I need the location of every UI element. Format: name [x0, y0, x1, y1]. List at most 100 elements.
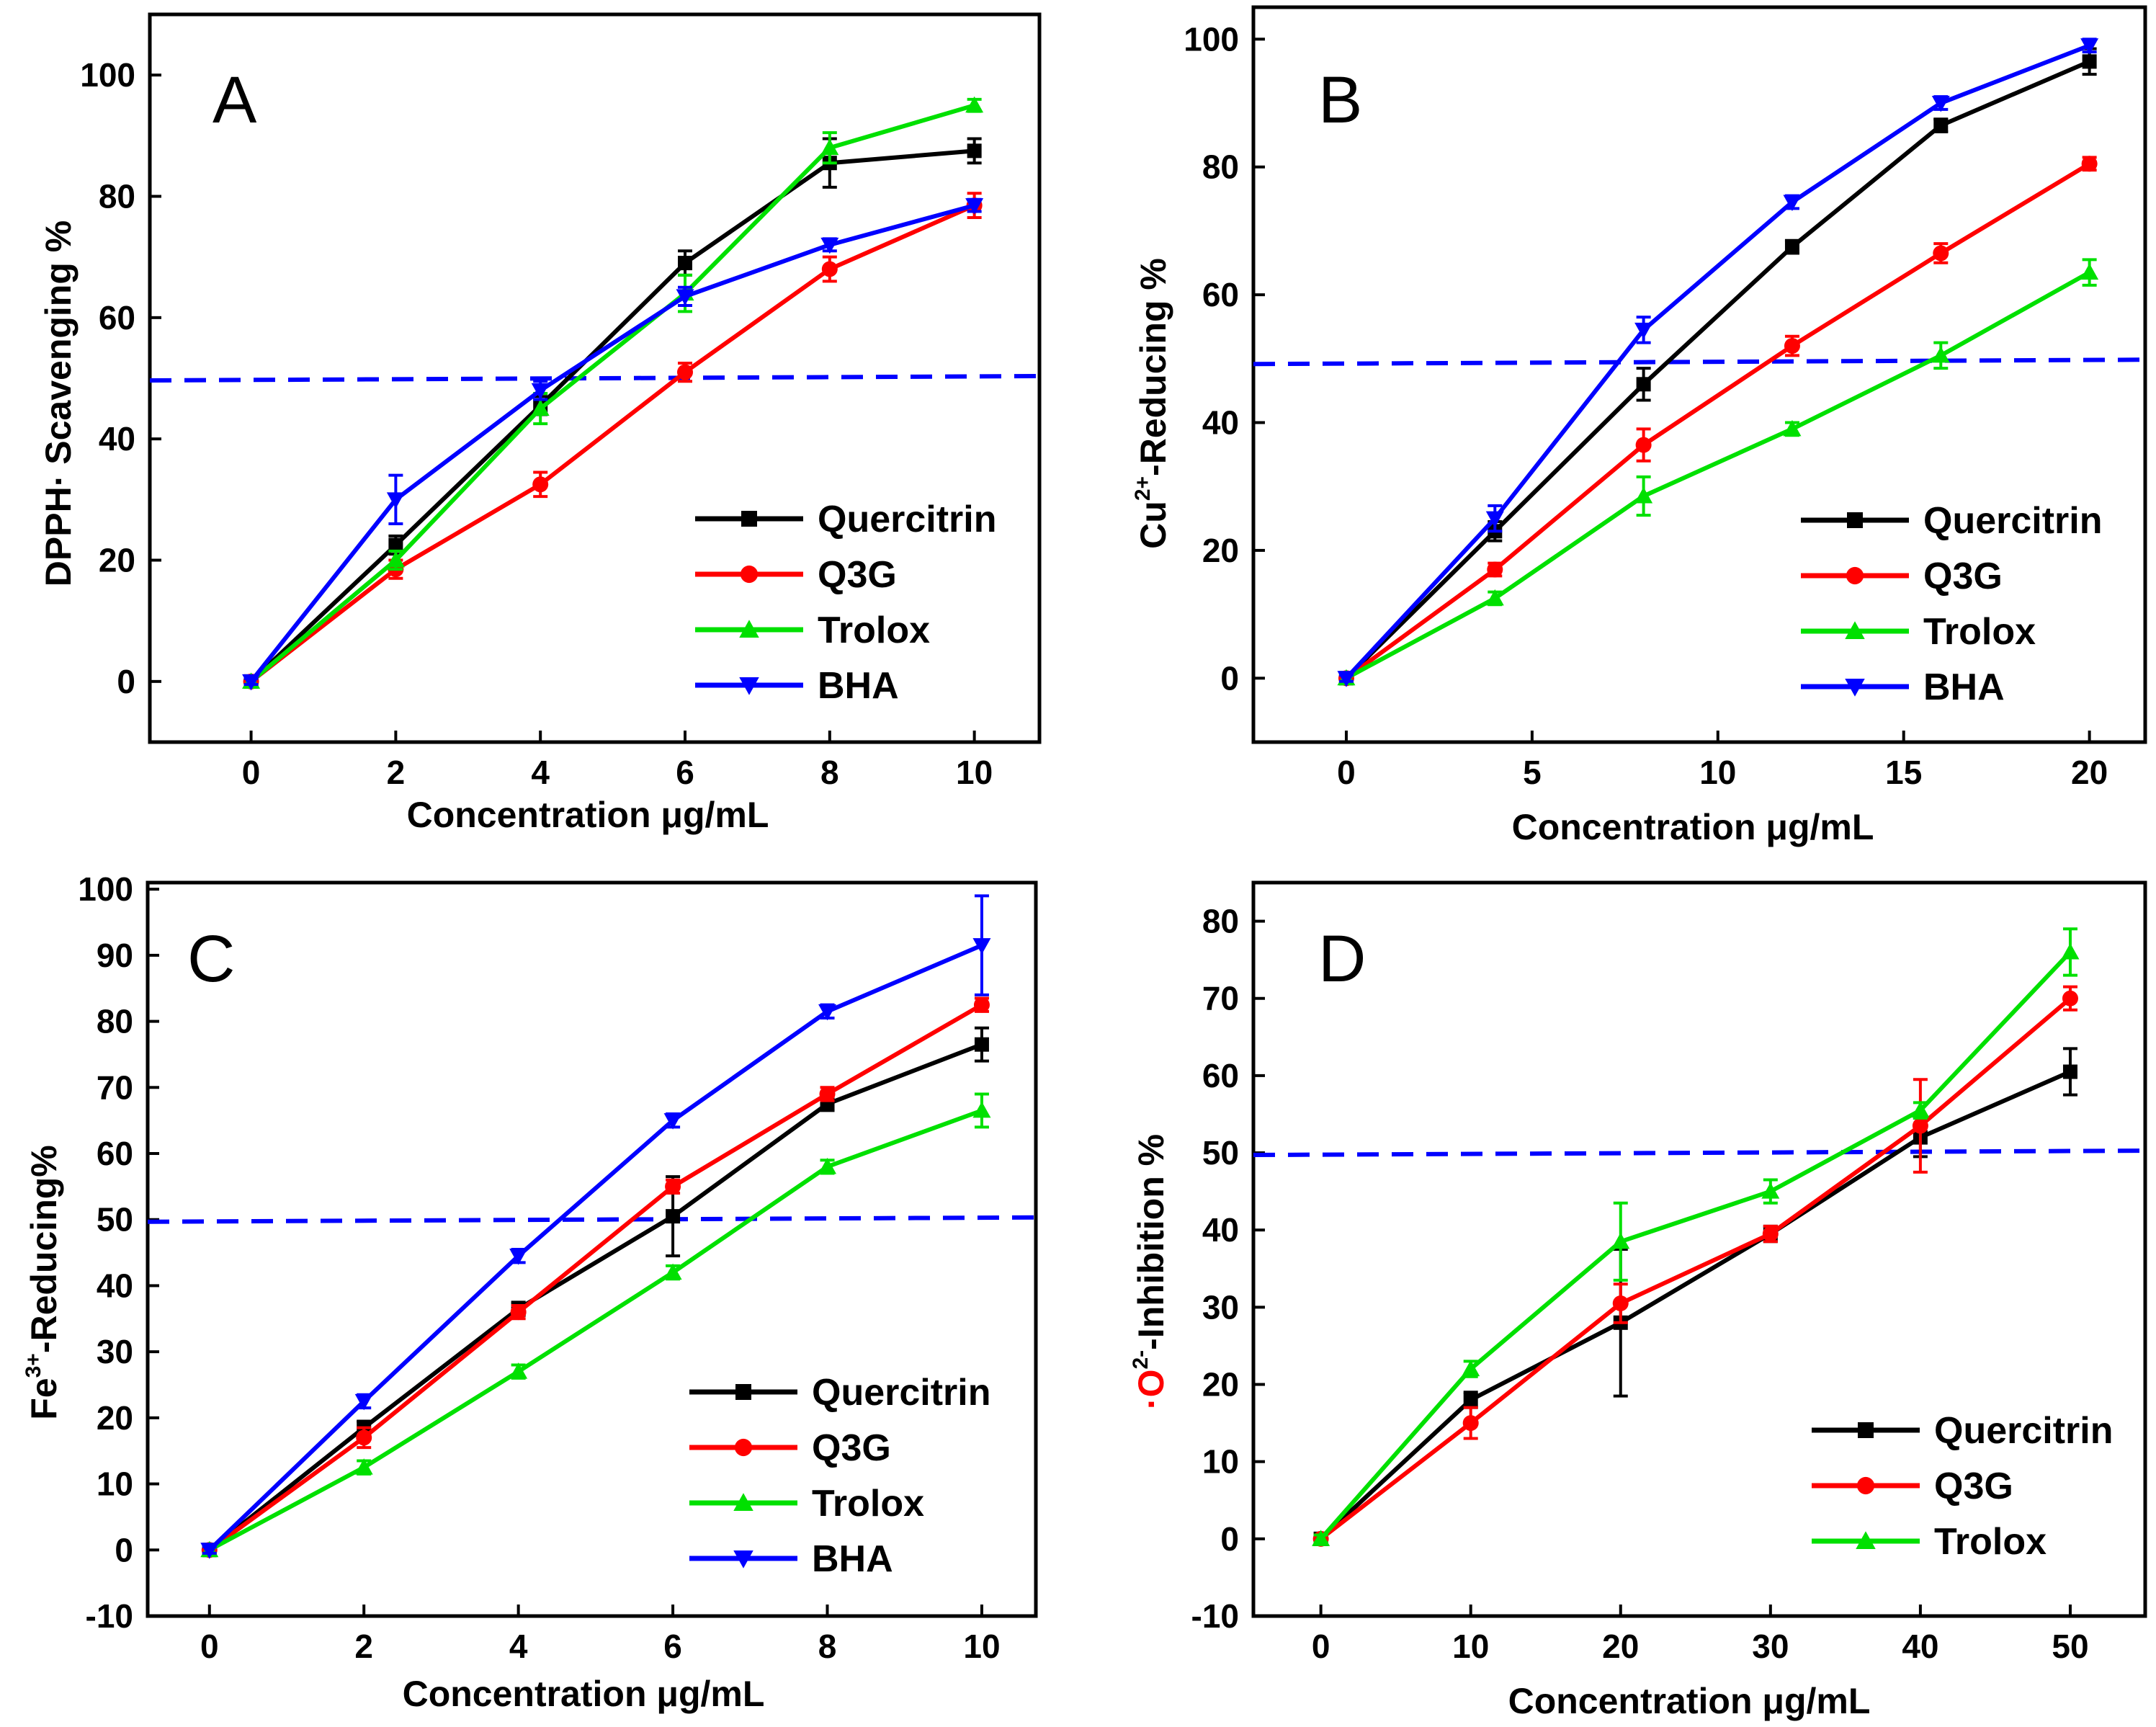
panel-a-x-tick-label: 2 — [387, 754, 406, 791]
panel-c-series-quercitrin-point — [666, 1209, 681, 1224]
panel-a-series-quercitrin-point — [388, 537, 403, 553]
panel-b-series-q3g-point — [1487, 561, 1503, 578]
panel-b-x-tick-label: 10 — [1699, 754, 1736, 791]
panel-b-series-q3g-point — [1933, 245, 1949, 262]
panel-b-y-tick-label: 40 — [1202, 404, 1239, 442]
panel-a-series-bha-point — [965, 198, 984, 215]
panel-c-series-q3g-point — [973, 996, 990, 1013]
panel-a-legend-trolox-marker — [739, 620, 759, 638]
panel-c-series-q3g-point — [665, 1178, 681, 1195]
panel-d-legend-q3g-label: Q3G — [1934, 1465, 2013, 1507]
panel-b-series-bha-point — [1783, 195, 1802, 212]
panel-a-series-trolox-point — [386, 551, 405, 568]
panel-c-series-trolox-point — [972, 1101, 991, 1118]
panel-d-y-tick-label: -10 — [1191, 1597, 1239, 1635]
panel-b-series-trolox-point — [1485, 589, 1504, 606]
panel-a-series-q3g-point — [532, 476, 549, 493]
panel-c-ylabel-suffix: -Reducing% — [24, 1145, 64, 1353]
panel-c-ylabel-prefix: Fe — [24, 1378, 64, 1419]
panel-b-legend-quercitrin-label: Quercitrin — [1923, 500, 2103, 542]
panel-b-plot-frame — [1251, 5, 2147, 744]
panel-c-series-bha-line — [207, 943, 983, 1552]
panel-d-series-trolox-point — [1761, 1182, 1780, 1199]
panel-d-y-tick-label: 10 — [1202, 1443, 1239, 1481]
panel-b-series-q3g-point — [2081, 156, 2098, 172]
panel-c-series-q3g-point — [356, 1429, 372, 1446]
panel-a-legend-bha-label: BHA — [818, 665, 899, 707]
panel-c-series-quercitrin-line — [207, 1042, 983, 1552]
panel-b-series-q3g-point — [1784, 338, 1800, 354]
panel-a-y-axis-title: DPPH· Scavenging % — [38, 220, 79, 586]
panel-b-series-bha-point — [1337, 671, 1356, 687]
panel-b-legend: Quercitrin Q3G Trolox BHA — [1801, 500, 2103, 708]
panel-b-series-bha-point — [1931, 96, 1950, 112]
panel-b-series-quercitrin-line — [1344, 59, 2090, 680]
panel-b-series-trolox-point — [1783, 419, 1802, 437]
panel-c-series-bha-point — [200, 1543, 219, 1559]
panel-d-y-tick-label: 20 — [1202, 1366, 1239, 1404]
panel-a-y-tick-label: 60 — [99, 299, 135, 336]
panel-b-legend-trolox-marker — [1845, 621, 1865, 639]
panel-b-series-trolox-point — [1634, 487, 1653, 504]
panel-b-legend-quercitrin-marker — [1847, 512, 1863, 528]
panel-c-y-tick-label: 40 — [97, 1267, 133, 1304]
panel-d-legend-quercitrin-marker — [1858, 1422, 1874, 1438]
panel-b-series-bha-point — [2080, 38, 2099, 55]
panel-c-y-tick-label: 20 — [97, 1399, 133, 1437]
panel-b-y-tick-label: 80 — [1202, 148, 1239, 186]
panel-d-plot-frame — [1251, 880, 2147, 1618]
panel-c-x-axis-title: Concentration μg/mL — [403, 1674, 765, 1714]
panel-a-series-q3g-line — [249, 203, 975, 684]
svg-text:DPPH· Scavenging %: DPPH· Scavenging % — [38, 220, 79, 586]
panel-b-series-q3g-line — [1345, 161, 2091, 680]
panel-b-series-bha-point — [1485, 511, 1504, 528]
panel-d-series-quercitrin-line — [1319, 1069, 2072, 1541]
panel-a-y-tick-label: 40 — [99, 420, 135, 458]
panel-c-series-q3g-line — [208, 1003, 983, 1552]
panel-d-series-trolox-point — [1312, 1530, 1330, 1546]
panel-a-series-quercitrin-point — [678, 256, 693, 271]
panel-a-series-bha-point — [820, 237, 839, 254]
panel-c-y-tick-label: 80 — [97, 1003, 133, 1040]
panel-b-y-tick-label: 100 — [1184, 20, 1239, 58]
panel-b-threshold-line — [1253, 357, 2146, 367]
panel-d-series-trolox-point — [1462, 1360, 1480, 1377]
panel-c-y-tick-label: 60 — [97, 1135, 133, 1172]
panel-d-series-trolox-point — [2061, 942, 2080, 960]
panel-c-y-tick-label: 30 — [97, 1333, 133, 1370]
panel-c-legend-q3g-label: Q3G — [812, 1427, 891, 1469]
panel-c-plot-frame — [146, 880, 1038, 1618]
panel-b-y-tick-label: 20 — [1202, 532, 1239, 569]
panel-a-series-trolox-point — [965, 96, 984, 113]
panel-c-y-tick-label: 70 — [97, 1068, 133, 1106]
panel-b-x-tick-label: 0 — [1337, 754, 1356, 791]
panel-c-series-trolox-point — [663, 1263, 682, 1280]
panel-c-y-tick-label: 90 — [97, 937, 133, 974]
panel-c-x-tick-label: 10 — [963, 1628, 1000, 1665]
panel-b-series-trolox-point — [1931, 346, 1950, 363]
panel-b-ylabel-sup: 2+ — [1131, 476, 1155, 501]
panel-a-y-tick-label: 20 — [99, 542, 135, 579]
panel-d-y-tick-label: 40 — [1202, 1211, 1239, 1249]
panel-d-ylabel-suffix: -Inhibition % — [1131, 1134, 1171, 1350]
panel-a-legend-trolox-label: Trolox — [818, 610, 930, 651]
panel-a-y-tick-label: 100 — [80, 56, 135, 94]
panel-d-legend-trolox-label: Trolox — [1934, 1521, 2047, 1563]
panel-d-threshold-line — [1253, 1148, 2146, 1158]
panel-d-y-axis-title: ·O2--Inhibition % — [1129, 1134, 1171, 1409]
panel-c-series-trolox-point — [509, 1362, 528, 1379]
panel-b-y-tick-label: 60 — [1202, 276, 1239, 313]
panel-a-series-bha-point — [386, 492, 405, 509]
panel-c-x-tick-label: 6 — [663, 1628, 682, 1665]
panel-b-legend-q3g-marker — [1846, 566, 1864, 585]
panel-a-x-tick-label: 4 — [531, 754, 550, 791]
panel-d-series-quercitrin-point — [2062, 1064, 2077, 1079]
panel-c-series-q3g-point — [510, 1304, 527, 1321]
panel-b-series-bha-point — [1634, 322, 1653, 339]
panel-d-series-q3g-point — [1612, 1295, 1629, 1312]
panel-a-x-tick-label: 10 — [956, 754, 993, 791]
panel-d-series-quercitrin-point — [1463, 1392, 1478, 1407]
panel-b-ylabel-prefix: Cu — [1133, 501, 1173, 549]
panel-b-legend-bha-label: BHA — [1923, 666, 2005, 708]
